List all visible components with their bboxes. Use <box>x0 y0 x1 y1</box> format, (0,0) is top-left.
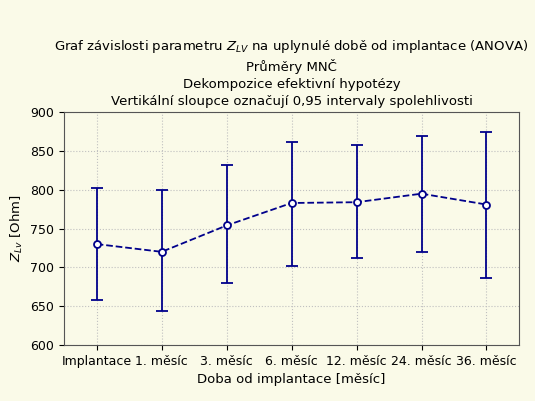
X-axis label: Doba od implantace [měsíc]: Doba od implantace [měsíc] <box>197 373 386 386</box>
Title: Graf závislosti parametru $Z_{LV}$ na uplynulé době od implantace (ANOVA)
Průměr: Graf závislosti parametru $Z_{LV}$ na up… <box>55 38 529 108</box>
Y-axis label: $Z_{Lv}$ [Ohm]: $Z_{Lv}$ [Ohm] <box>9 195 25 262</box>
